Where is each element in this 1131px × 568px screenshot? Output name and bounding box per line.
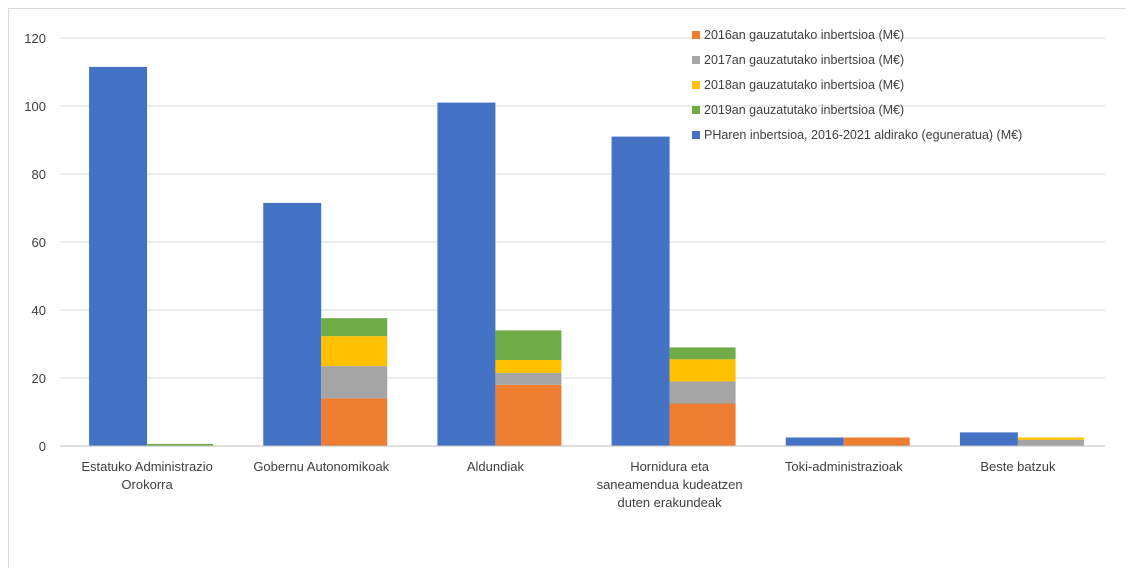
chart-frame [8,8,1126,568]
bar-segment-2019 [147,443,214,446]
y-tick-label: 40 [32,303,46,318]
legend: 2016an gauzatutako inbertsioa (M€) 2017an… [692,28,1022,142]
legend-label: 2017an gauzatutako inbertsioa (M€) [704,53,904,67]
legend-label: 2016an gauzatutako inbertsioa (M€) [704,28,904,42]
bar-segment-2019 [495,330,562,360]
category-label: Beste batzuk [980,459,1056,474]
bar-plan [959,432,1018,446]
bar-segment-2017 [669,381,736,404]
category-label: Gobernu Autonomikoak [253,459,389,474]
bar-segment-2016 [495,384,562,446]
bar-plan [89,66,148,447]
y-tick-label: 80 [32,167,46,182]
bar-plan [437,102,496,446]
bar-segment-2018 [495,359,562,373]
bars [89,66,1084,447]
category-label: Aldundiak [467,459,525,474]
y-tick-label: 60 [32,235,46,250]
y-tick-label: 0 [39,439,46,454]
category-label: Hornidura eta [630,459,710,474]
bar-segment-2017 [495,372,562,385]
legend-swatch [692,131,700,139]
category-labels: Estatuko Administrazio Orokorra Gobernu Au… [81,459,1056,510]
bar-segment-2019 [321,318,388,337]
y-tick-label: 20 [32,371,46,386]
bar-segment-2016 [843,437,910,446]
category-label: Estatuko Administrazio [81,459,213,474]
bar-segment-2018 [669,359,736,382]
bar-segment-2018 [321,336,388,367]
gridlines [60,37,1105,379]
y-tick-label: 120 [24,31,46,46]
legend-label: PHaren inbertsioa, 2016-2021 aldirako (e… [704,128,1022,142]
category-label: saneamendua kudeatzen [597,477,743,492]
bar-segment-2016 [669,403,736,446]
category-label: Toki-administrazioak [785,459,903,474]
category-label: Orokorra [121,477,173,492]
bar-plan [785,437,844,446]
y-axis-ticks: 0 20 40 60 80 100 120 [24,31,46,454]
legend-swatch [692,106,700,114]
bar-segment-2016 [321,398,388,446]
bar-segment-2017 [1017,439,1084,446]
bar-segment-2018 [1017,437,1084,440]
bar-segment-2017 [321,366,388,399]
legend-swatch [692,56,700,64]
bar-plan [611,136,670,446]
legend-swatch [692,81,700,89]
bar-segment-2019 [669,347,736,360]
legend-swatch [692,31,700,39]
bar-plan [263,202,322,446]
legend-label: 2018an gauzatutako inbertsioa (M€) [704,78,904,92]
y-tick-label: 100 [24,99,46,114]
legend-label: 2019an gauzatutako inbertsioa (M€) [704,103,904,117]
category-label: duten erakundeak [618,495,723,510]
